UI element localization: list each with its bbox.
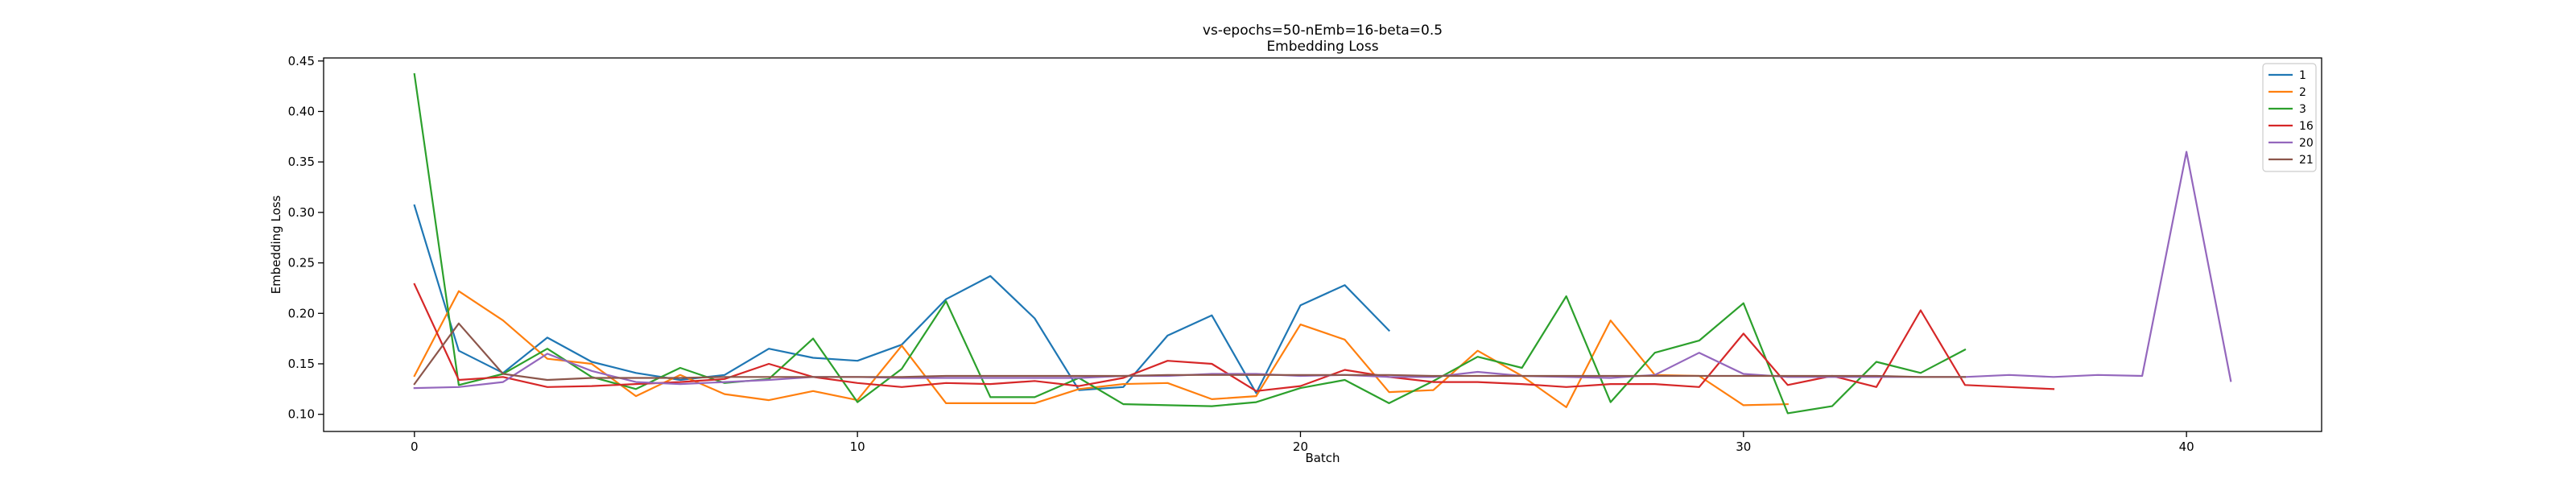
x-axis-label: Batch — [1305, 451, 1340, 465]
x-tick-label-0: 0 — [411, 440, 419, 454]
legend-label-1: 1 — [2299, 69, 2306, 82]
y-tick-label-0.35: 0.35 — [288, 155, 315, 169]
y-tick-label-0.20: 0.20 — [288, 306, 315, 320]
legend-label-3: 3 — [2299, 103, 2306, 116]
y-tick-label-0.15: 0.15 — [288, 357, 315, 371]
y-tick-label-0.40: 0.40 — [288, 104, 315, 118]
plot-frame — [323, 57, 2322, 432]
axes-layer: 0 10 20 30 40 0.10 0.15 0.20 0.25 0.30 0.35 0.40 0.4… — [288, 54, 2322, 454]
legend-label-21: 21 — [2299, 154, 2314, 167]
legend-label-2: 2 — [2299, 86, 2306, 99]
chart-title: vs-epochs=50-nEmb=16-beta=0.5 — [1203, 23, 1443, 39]
y-tick-label-0.45: 0.45 — [288, 54, 315, 68]
y-tick-label-0.25: 0.25 — [288, 256, 315, 270]
series-layer — [413, 72, 2232, 415]
y-tick-label-0.10: 0.10 — [288, 407, 315, 422]
legend-box — [2262, 63, 2317, 172]
x-tick-label-40: 40 — [2179, 440, 2194, 454]
x-tick-label-30: 30 — [1736, 440, 1751, 454]
series-line-3 — [413, 72, 1967, 415]
y-axis-label: Embedding Loss — [269, 195, 283, 294]
legend-label-20: 20 — [2299, 137, 2314, 150]
chart-legend: 1 2 3 16 20 21 — [2262, 63, 2317, 172]
series-line-1 — [413, 204, 1391, 394]
series-line-2 — [413, 290, 1789, 408]
y-tick-label-0.30: 0.30 — [288, 205, 315, 220]
series-line-21 — [413, 322, 1967, 386]
chart-subtitle: Embedding Loss — [1266, 39, 1378, 55]
legend-label-16: 16 — [2299, 120, 2314, 133]
x-tick-label-10: 10 — [850, 440, 865, 454]
x-tick-label-20: 20 — [1293, 440, 1308, 454]
